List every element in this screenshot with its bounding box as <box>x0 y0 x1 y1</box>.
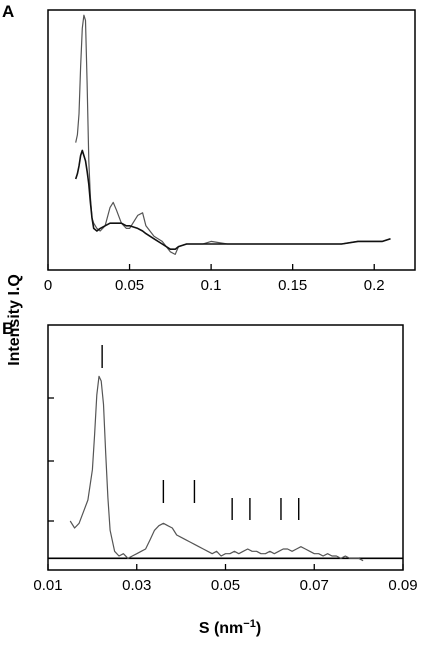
x-tick-label: 0.1 <box>201 277 222 294</box>
series-line <box>74 149 391 250</box>
panel-a-plot-area <box>74 14 391 255</box>
panel-b-peak-markers <box>101 345 300 520</box>
x-tick-label: 0.05 <box>115 277 144 294</box>
x-tick-label: 0.09 <box>388 577 417 594</box>
x-axis-label-main: S (nm <box>199 620 243 637</box>
panel-b-label: B <box>2 319 14 338</box>
panel-b-plot-area <box>69 375 364 562</box>
x-tick-label: 0.07 <box>300 577 329 594</box>
x-tick-label: 0.2 <box>364 277 385 294</box>
panel-b-x-axis: 0.01 0.03 0.05 0.07 0.09 <box>33 564 418 594</box>
x-tick-label: 0.03 <box>122 577 151 594</box>
panel-a-x-axis: 0 0.05 0.1 0.15 0.2 <box>44 264 385 294</box>
x-tick-label: 0.05 <box>211 577 240 594</box>
x-axis-label-exponent: −1 <box>243 618 256 630</box>
panel-a: A 0 0.05 0.1 0.15 0.2 <box>2 2 416 294</box>
x-tick-label: 0.15 <box>278 277 307 294</box>
panel-a-frame <box>47 9 416 271</box>
panel-a-label: A <box>2 2 14 21</box>
series-line <box>75 14 391 255</box>
y-axis-label: Intensity I.Q <box>6 274 23 366</box>
x-tick-label: 0 <box>44 277 52 294</box>
x-axis-label-close: ) <box>256 620 261 637</box>
series-line <box>69 375 364 562</box>
panel-b-frame <box>47 324 404 571</box>
x-tick-label: 0.01 <box>33 577 62 594</box>
panel-b: B 0.01 0.03 0.05 0.07 0.09 <box>2 319 418 594</box>
x-axis-label: S (nm−1) <box>199 618 261 637</box>
